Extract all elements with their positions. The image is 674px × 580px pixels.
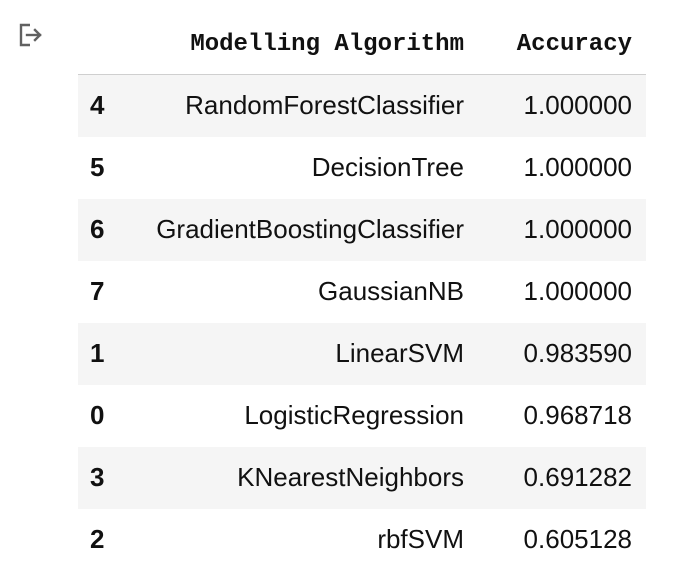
row-index: 1: [90, 338, 105, 368]
table-row: 2 rbfSVM 0.605128: [78, 508, 646, 571]
algorithm-cell: KNearestNeighbors: [237, 462, 464, 492]
algorithm-cell: GradientBoostingClassifier: [156, 214, 464, 244]
table-row: 3 KNearestNeighbors 0.691282: [78, 446, 646, 509]
row-index: 2: [90, 524, 105, 554]
row-index: 4: [90, 90, 105, 121]
algorithm-cell: RandomForestClassifier: [185, 90, 464, 121]
dataframe-output: Modelling Algorithm Accuracy 4 RandomFor…: [78, 14, 646, 571]
table-row: 5 DecisionTree 1.000000: [78, 136, 646, 199]
column-header-modelling-algorithm: Modelling Algorithm: [126, 14, 478, 75]
accuracy-cell: 1.000000: [523, 276, 632, 306]
algorithm-cell: rbfSVM: [377, 524, 464, 554]
accuracy-cell: 1.000000: [523, 214, 632, 244]
row-index: 3: [90, 462, 105, 492]
row-index: 7: [90, 276, 105, 306]
table-row: 7 GaussianNB 1.000000: [78, 260, 646, 323]
table-row: 4 RandomForestClassifier 1.000000: [78, 74, 646, 137]
accuracy-cell: 1.000000: [523, 90, 632, 121]
table-header-row: Modelling Algorithm Accuracy: [78, 14, 646, 75]
algorithm-cell: LinearSVM: [335, 338, 464, 368]
output-redirect-icon[interactable]: [16, 20, 46, 50]
row-index: 0: [90, 400, 105, 430]
accuracy-cell: 0.605128: [523, 524, 632, 554]
row-index: 6: [90, 214, 105, 244]
algorithm-cell: DecisionTree: [311, 152, 464, 182]
row-index: 5: [90, 152, 105, 182]
accuracy-cell: 0.968718: [523, 400, 632, 430]
table-row: 0 LogisticRegression 0.968718: [78, 384, 646, 447]
accuracy-cell: 1.000000: [523, 152, 632, 182]
dataframe-table: Modelling Algorithm Accuracy 4 RandomFor…: [78, 14, 646, 571]
algorithm-cell: GaussianNB: [318, 276, 464, 306]
table-row: 6 GradientBoostingClassifier 1.000000: [78, 198, 646, 261]
accuracy-cell: 0.983590: [523, 338, 632, 368]
accuracy-cell: 0.691282: [523, 462, 632, 492]
index-column-header: [78, 14, 126, 75]
algorithm-cell: LogisticRegression: [244, 400, 464, 430]
table-row: 1 LinearSVM 0.983590: [78, 322, 646, 385]
column-header-accuracy: Accuracy: [478, 14, 646, 75]
